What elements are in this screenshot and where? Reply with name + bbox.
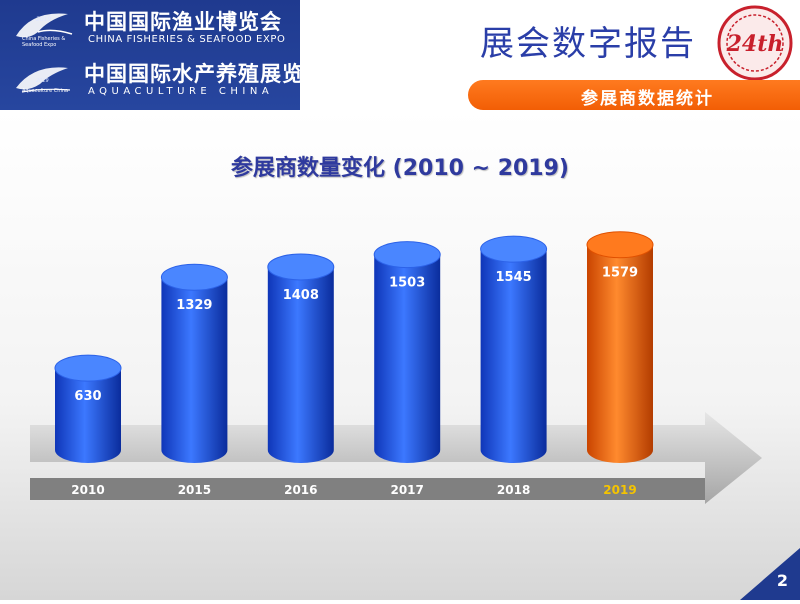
tick-label: 2010 (71, 483, 104, 497)
expo-english-name: CHINA FISHERIES & SEAFOOD EXPO (88, 34, 286, 45)
aquaculture-logo-icon (12, 58, 78, 102)
chart-title: 参展商数量变化 (2010 ~ 2019) (231, 156, 569, 181)
bar-2015: 1329 (160, 263, 228, 463)
tick-label: 2015 (178, 483, 211, 497)
bar-body (267, 266, 334, 463)
expo-chinese-name: 中国国际渔业博览会 (84, 9, 282, 34)
bar-top (480, 235, 548, 263)
tick-label: 2017 (390, 483, 423, 497)
tick-label: 2016 (284, 483, 317, 497)
slide-header: 2019 China Fisheries & Seafood Expo 中国国际… (0, 0, 800, 110)
bar-body (587, 244, 653, 463)
china-fisheries-logo: 2019 China Fisheries & Seafood Expo 中国国际… (8, 4, 298, 52)
logo-mark-year: 2019 (36, 78, 49, 84)
data-label: 1503 (389, 276, 425, 291)
logo-mark-text: Aquaculture China (22, 88, 69, 94)
anniversary-badge-icon: 24th (716, 4, 794, 82)
data-label: 1408 (283, 288, 319, 303)
bar-top (586, 231, 654, 259)
bar-top (267, 253, 335, 281)
bar-2010: 630 (54, 354, 122, 463)
category-axis-band (30, 478, 705, 500)
report-title: 展会数字报告 (480, 24, 696, 64)
bar-chart: 630 2010 1329 2015 1408 2016 1503 2017 1545 2018 1… (30, 231, 762, 504)
subtitle-label: 参展商数据统计 (581, 89, 714, 109)
bar-2019: 1579 (586, 231, 654, 463)
tick-label: 2019 (603, 483, 636, 497)
bar-top (160, 263, 228, 291)
data-label: 630 (74, 389, 101, 404)
fish-logo-icon (12, 6, 78, 50)
data-label: 1545 (496, 270, 532, 285)
bar-body (480, 249, 547, 463)
subtitle-bar: 参展商数据统计 (468, 80, 800, 110)
data-label: 1329 (176, 298, 212, 313)
page-number: 2 (776, 571, 788, 590)
bar-body (161, 277, 228, 463)
aquaculture-english-name: AQUACULTURE CHINA (88, 86, 274, 97)
logo-mark-year: 2019 (36, 16, 52, 23)
tick-label: 2018 (497, 483, 530, 497)
logo-band: 2019 China Fisheries & Seafood Expo 中国国际… (0, 0, 325, 110)
badge-number: 24th (726, 31, 784, 57)
bar-body (374, 254, 441, 463)
logo-mark-text: China Fisheries & Seafood Expo (22, 36, 66, 48)
bar-top (373, 241, 441, 269)
bar-2016: 1408 (267, 253, 335, 463)
bar-2018: 1545 (480, 235, 548, 463)
bar-body (55, 368, 121, 463)
aquaculture-china-logo: 2019 Aquaculture China 中国国际水产养殖展览会 AQUAC… (8, 56, 325, 104)
page-number-corner: 2 (740, 548, 800, 600)
bar-top (54, 354, 122, 382)
bar-2017: 1503 (373, 241, 441, 463)
data-label: 1579 (602, 266, 638, 281)
aquaculture-chinese-name: 中国国际水产养殖展览会 (84, 61, 326, 86)
